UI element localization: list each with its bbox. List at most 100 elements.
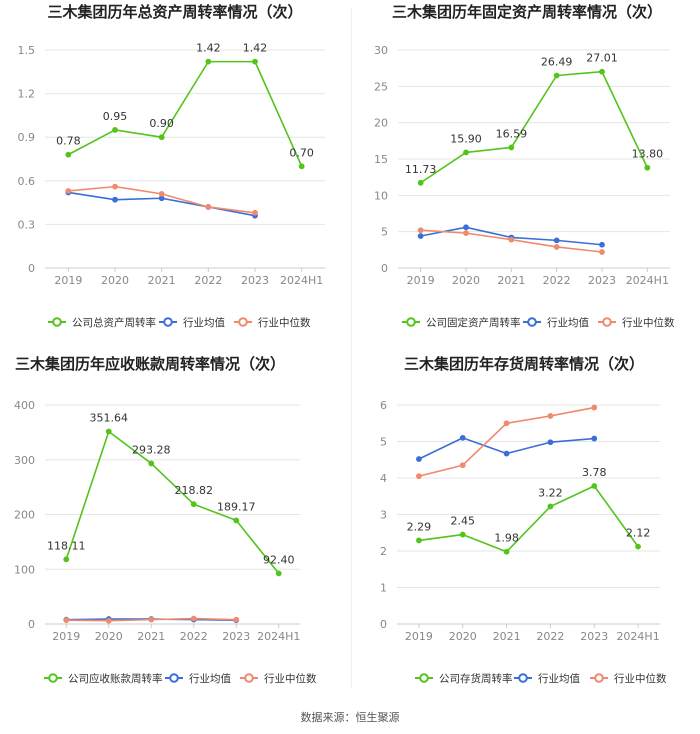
y-tick-label: 5 — [380, 436, 387, 449]
data-label: 2.12 — [626, 527, 651, 540]
legend-item-median: 行业中位数 — [598, 316, 675, 329]
data-label: 26.49 — [541, 56, 573, 69]
x-tick-label: 2021 — [148, 274, 176, 287]
data-point-company — [252, 58, 258, 65]
legend-label: 行业均值 — [183, 316, 225, 329]
legend-label: 行业均值 — [547, 316, 589, 329]
x-tick-label: 2024H1 — [626, 274, 669, 287]
data-point-company — [105, 428, 112, 435]
data-point-median — [148, 616, 155, 623]
y-tick-label: 300 — [14, 454, 35, 467]
chart-total-asset-turnover: 三木集团历年总资产周转率情况（次） 0 0.3 0.6 0.9 1.2 1.5 2019 202… — [0, 0, 350, 350]
data-label: 0.90 — [149, 117, 174, 130]
y-tick-label: 2 — [380, 545, 387, 558]
y-tick-label: 10 — [374, 189, 388, 202]
chart-receivables-turnover: 三木集团历年应收账款周转率情况（次） 0 100 200 300 400 2019 2020 2… — [0, 352, 350, 702]
legend-label: 行业中位数 — [622, 316, 675, 329]
x-tick-label: 2022 — [543, 274, 571, 287]
legend-marker — [52, 317, 62, 327]
panel-divider — [351, 8, 352, 688]
data-label: 2.29 — [407, 520, 432, 533]
legend-item-median: 行业中位数 — [590, 672, 667, 685]
data-point-avg — [417, 233, 424, 239]
x-tick-label: 2023 — [580, 630, 608, 643]
data-point-company — [547, 503, 554, 510]
legend-label: 公司存货周转率 — [439, 672, 513, 685]
chart-svg: 三木集团历年应收账款周转率情况（次） 0 100 200 300 400 2019 2020 2… — [14, 355, 317, 685]
series-line-company — [418, 485, 639, 553]
data-point-median — [547, 413, 554, 419]
data-point-company — [158, 134, 165, 141]
data-label: 0.70 — [289, 146, 314, 159]
data-label: 1.42 — [243, 42, 268, 55]
chart-title: 三木集团历年存货周转率情况（次） — [404, 355, 644, 373]
series-line-company — [420, 70, 649, 184]
data-point-company — [416, 537, 422, 544]
legend-marker — [518, 673, 528, 683]
data-point-median — [205, 204, 212, 210]
data-label: 0.95 — [103, 110, 128, 123]
chart-svg: 三木集团历年存货周转率情况（次） 0 1 2 3 4 5 6 2019 2020 2021 2022 2… — [380, 355, 667, 685]
x-tick-label: 2023 — [241, 274, 269, 287]
x-tick-label: 2019 — [405, 630, 433, 643]
data-point-company — [112, 127, 118, 133]
data-label: 92.40 — [263, 553, 295, 566]
x-tick-label: 2020 — [101, 274, 129, 287]
legend-marker — [48, 673, 58, 683]
x-tick-label: 2022 — [180, 630, 208, 643]
data-point-median — [252, 209, 258, 216]
chart-svg: 三木集团历年固定资产周转率情况（次） 0 5 10 15 20 25 30 2019 2020 20… — [374, 3, 675, 329]
x-tick-label: 2022 — [536, 630, 564, 643]
data-point-company — [508, 144, 515, 151]
data-point-company — [459, 531, 466, 538]
data-point-median — [591, 404, 598, 411]
data-point-company — [644, 164, 651, 171]
data-point-avg — [591, 435, 598, 442]
y-tick-label: 5 — [381, 226, 388, 239]
x-tick-label: 2020 — [449, 630, 477, 643]
data-point-company — [65, 151, 72, 158]
legend-marker — [169, 673, 179, 683]
y-tick-label: 4 — [380, 472, 387, 485]
data-point-median — [65, 188, 72, 194]
data-point-median — [503, 420, 510, 427]
data-point-median — [553, 244, 560, 250]
legend-marker — [527, 317, 537, 327]
y-tick-label: 20 — [374, 117, 388, 130]
data-point-median — [63, 617, 70, 624]
legend-label: 公司总资产周转率 — [72, 316, 156, 329]
y-tick-label: 15 — [374, 153, 388, 166]
y-tick-label: 1 — [380, 582, 387, 595]
data-source-label: 数据来源：恒生聚源 — [300, 711, 400, 724]
legend-label: 行业中位数 — [258, 316, 311, 329]
data-label: 0.78 — [56, 135, 81, 148]
legend-label: 行业均值 — [538, 672, 580, 685]
legend-label: 公司固定资产周转率 — [426, 316, 521, 329]
data-point-median — [233, 616, 240, 623]
chart-inventory-turnover: 三木集团历年存货周转率情况（次） 0 1 2 3 4 5 6 2019 2020 2021 2022 2… — [352, 352, 700, 702]
y-tick-label: 100 — [14, 563, 35, 576]
data-point-avg — [463, 224, 469, 231]
legend-marker — [238, 317, 248, 327]
data-label: 3.78 — [582, 466, 607, 479]
x-tick-label: 2020 — [95, 630, 123, 643]
data-point-company — [599, 68, 605, 75]
legend-item-avg: 行业均值 — [165, 672, 231, 685]
y-tick-label: 0.9 — [18, 131, 36, 144]
data-label: 1.42 — [196, 42, 221, 55]
data-point-median — [190, 615, 197, 622]
data-point-avg — [459, 434, 466, 441]
data-point-median — [416, 473, 422, 480]
data-point-company — [190, 501, 197, 508]
legend-item-company: 公司应收账款周转率 — [44, 672, 163, 685]
data-point-company — [591, 483, 598, 489]
x-tick-label: 2019 — [52, 630, 80, 643]
x-tick-label: 2019 — [54, 274, 82, 287]
data-point-median — [417, 227, 424, 234]
data-point-avg — [547, 439, 554, 446]
data-point-median — [459, 462, 466, 469]
chart-title: 三木集团历年总资产周转率情况（次） — [47, 3, 302, 21]
data-point-avg — [553, 237, 560, 244]
data-point-median — [508, 236, 515, 243]
data-label: 11.73 — [405, 163, 437, 176]
